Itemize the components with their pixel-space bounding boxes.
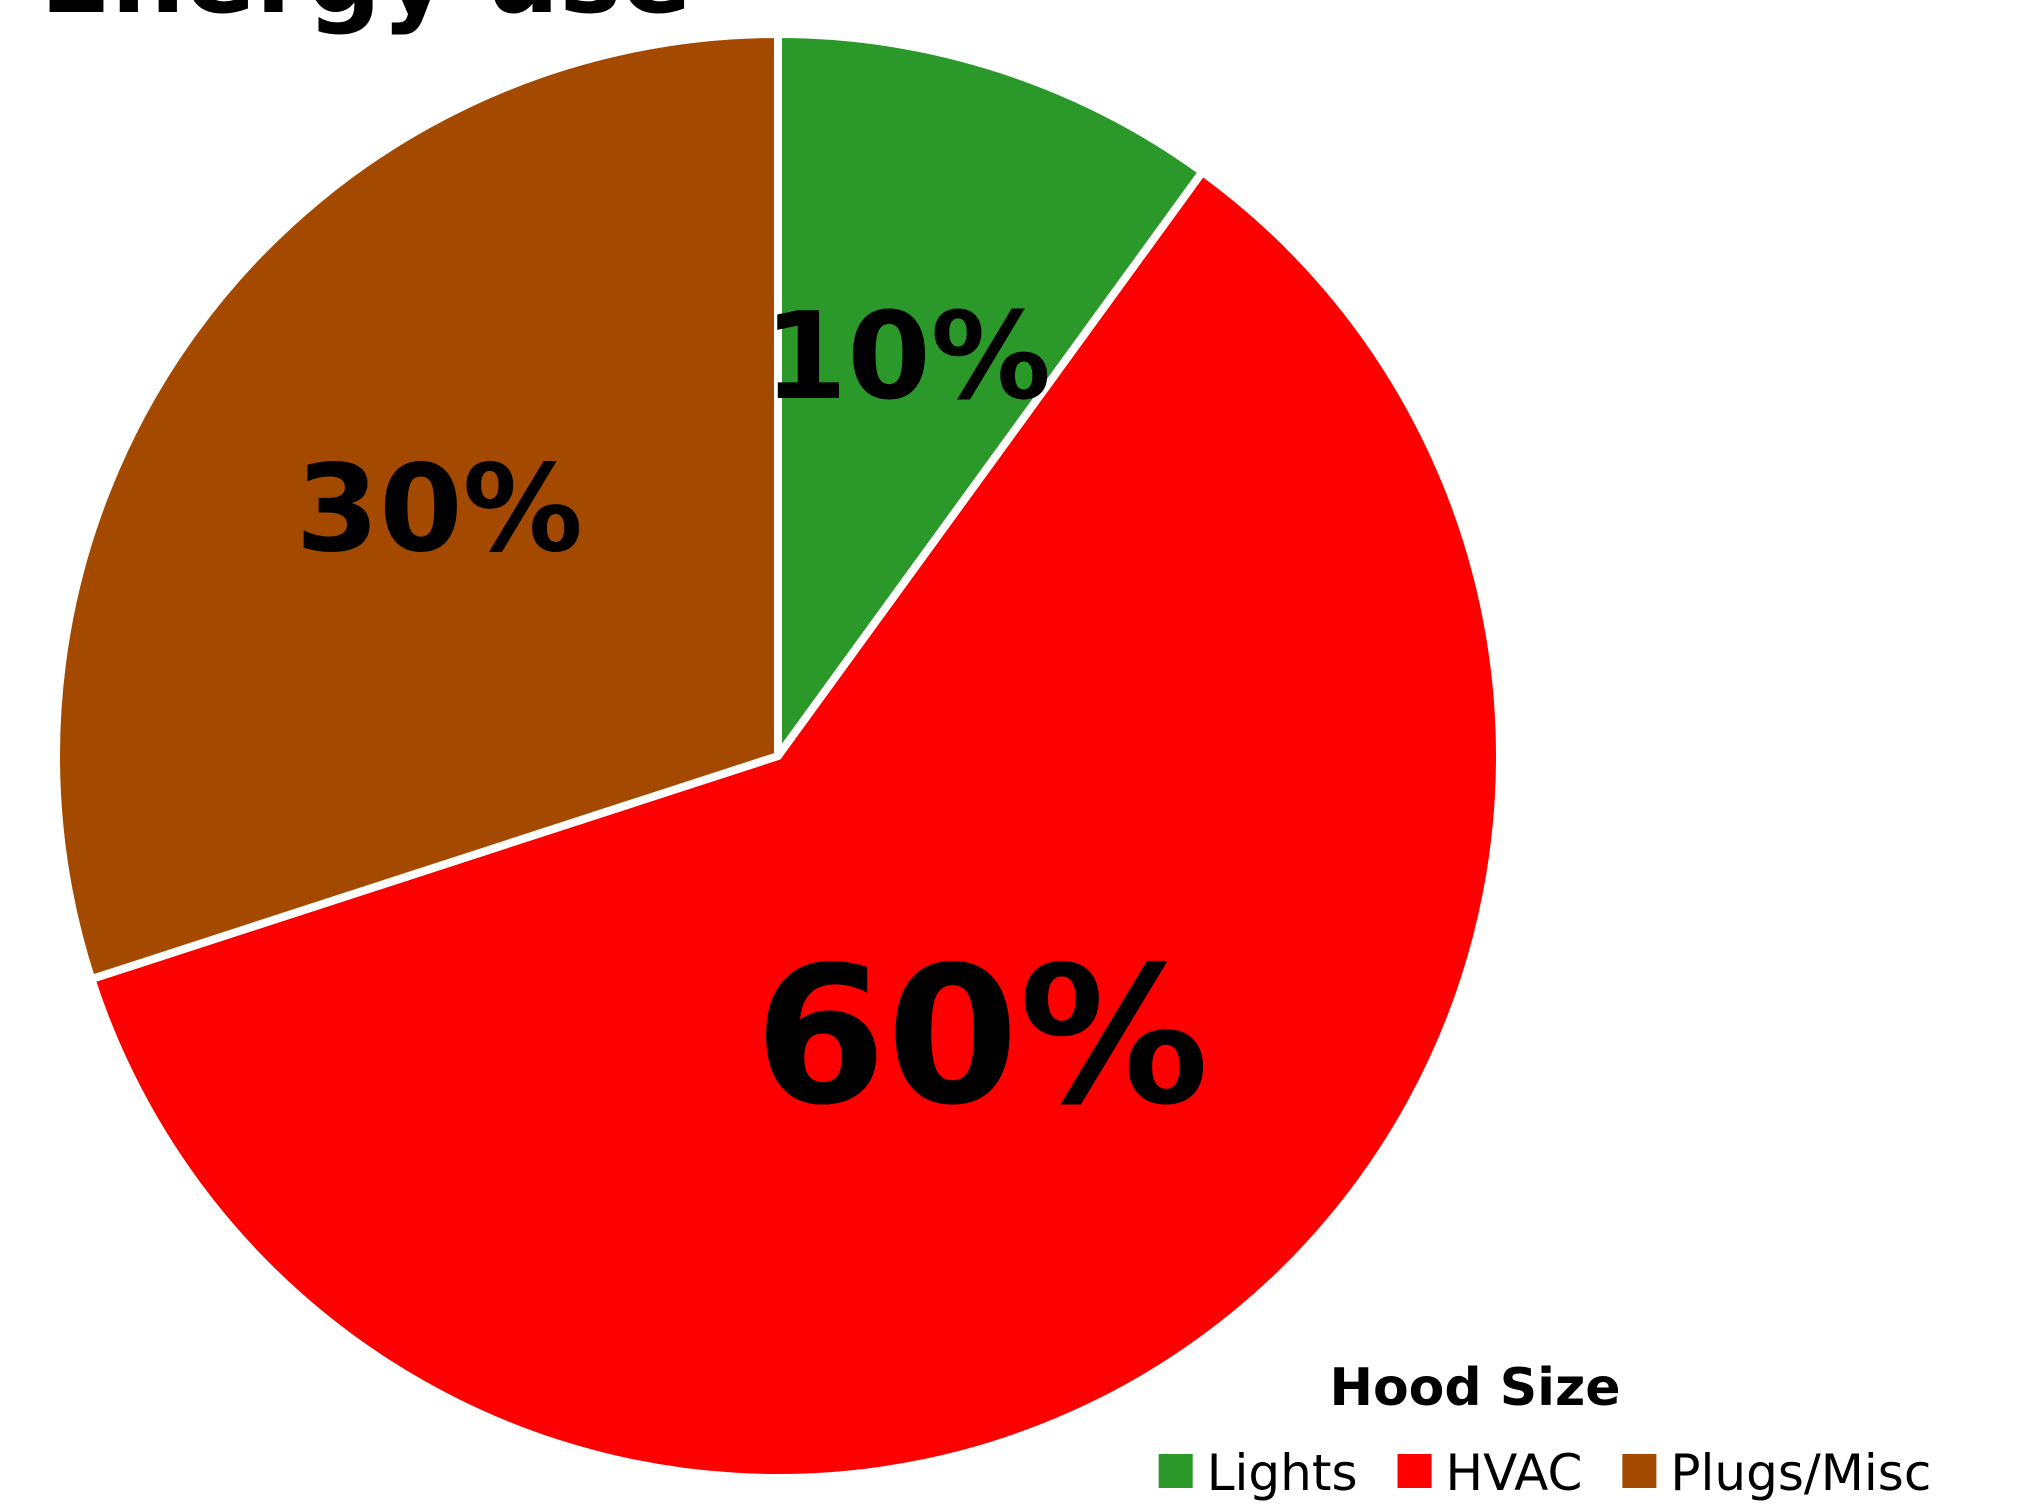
legend-label-plugs-misc: Plugs/Misc (1670, 1444, 1931, 1502)
legend-title: Hood Size (1329, 1358, 1620, 1418)
legend: Hood Size Lights HVAC Plugs/Misc (1158, 1358, 1931, 1502)
legend-label-hvac: HVAC (1446, 1444, 1583, 1502)
slice-label-plugs-misc: 30% (296, 440, 583, 579)
legend-items: Lights HVAC Plugs/Misc (1158, 1444, 1931, 1502)
legend-swatch-plugs-misc (1622, 1454, 1657, 1488)
legend-swatch-hvac (1397, 1454, 1432, 1488)
slice-label-lights: 10% (764, 288, 1051, 427)
pie-slices (52, 30, 1504, 1482)
pie-slice-hvac (87, 167, 1504, 1482)
legend-swatch-lights (1158, 1454, 1193, 1488)
slice-label-hvac: 60% (754, 926, 1209, 1147)
legend-label-lights: Lights (1207, 1444, 1358, 1502)
pie-slice-plugs-misc (52, 30, 782, 984)
pie-slice-labels: 10% 60% 30% (296, 288, 1209, 1147)
chart-title: Energy use (40, 0, 692, 37)
pie-slice-lights (774, 30, 1207, 760)
